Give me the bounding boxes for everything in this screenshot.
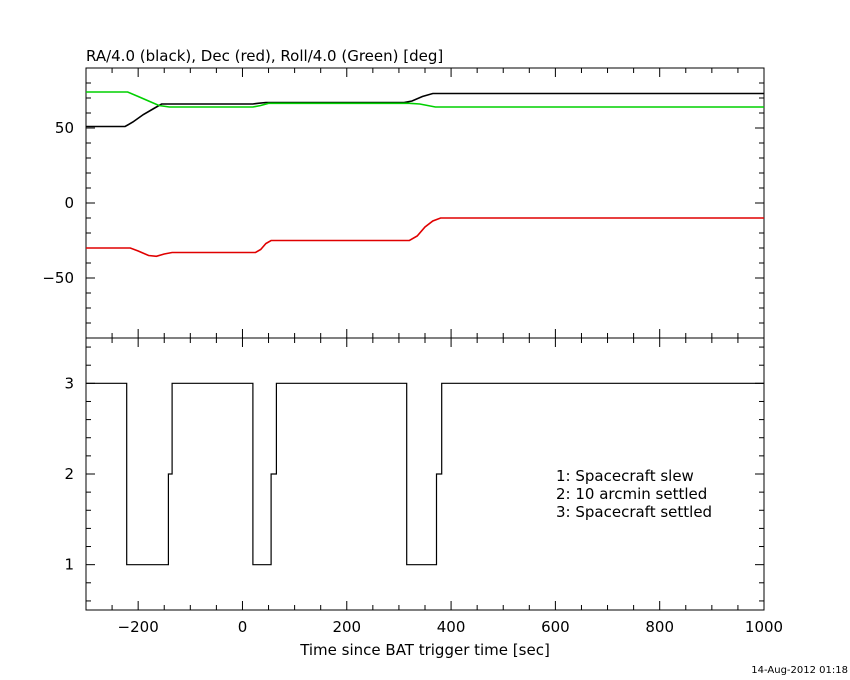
y-tick-label: 0 [64,194,74,212]
top-panel-frame [85,67,765,339]
x-axis-label: Time since BAT trigger time [sec] [299,641,550,659]
top-panel-ticks [85,67,765,338]
x-tick-label: 0 [238,618,248,636]
bottom-panel-series [86,382,764,566]
x-tick-label: 800 [645,618,674,636]
y-tick-label: −50 [42,269,74,287]
x-tick-label: 600 [541,618,570,636]
dec-series-line [86,217,764,258]
x-tick-label: −200 [118,618,159,636]
top-panel-series [86,91,764,258]
x-tick-label: 1000 [745,618,783,636]
legend-line-3: 3: Spacecraft settled [556,503,712,521]
y-tick-label: 3 [64,374,74,392]
y-tick-label: 50 [55,119,74,137]
x-tick-label: 400 [437,618,466,636]
y-tick-label: 2 [64,465,74,483]
ra-series-line [86,92,764,128]
y-tick-label: 1 [64,556,74,574]
legend-line-1: 1: Spacecraft slew [556,467,694,485]
footer-timestamp: 14-Aug-2012 01:18 [751,665,848,676]
top-panel-title: RA/4.0 (black), Dec (red), Roll/4.0 (Gre… [86,47,443,65]
tick-labels: −50 0 50 1 2 3 −200 0 200 400 600 800 1000 [42,119,783,636]
roll-series-line [86,91,764,108]
x-tick-label: 200 [332,618,361,636]
legend-line-2: 2: 10 arcmin settled [556,485,707,503]
settle-status-line [86,382,764,566]
